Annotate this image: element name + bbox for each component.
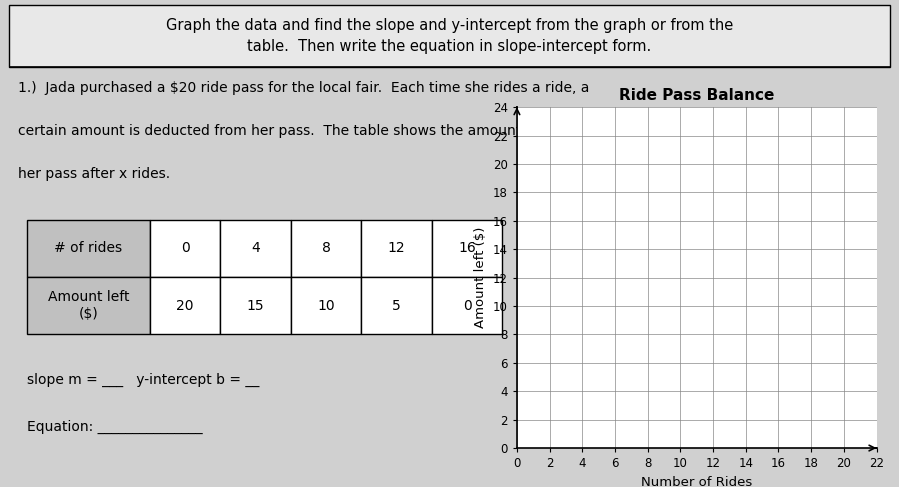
- Text: 16: 16: [458, 241, 476, 255]
- Text: 0: 0: [463, 299, 471, 313]
- FancyBboxPatch shape: [150, 220, 220, 277]
- Text: 1.)  Jada purchased a $20 ride pass for the local fair.  Each time she rides a r: 1.) Jada purchased a $20 ride pass for t…: [18, 81, 589, 95]
- Title: Ride Pass Balance: Ride Pass Balance: [619, 88, 774, 103]
- FancyBboxPatch shape: [220, 277, 291, 334]
- Y-axis label: Amount left ($): Amount left ($): [475, 227, 487, 328]
- Text: 5: 5: [392, 299, 401, 313]
- Text: 20: 20: [176, 299, 194, 313]
- FancyBboxPatch shape: [291, 277, 361, 334]
- Text: certain amount is deducted from her pass.  The table shows the amount, y, left o: certain amount is deducted from her pass…: [18, 124, 591, 138]
- Text: 8: 8: [322, 241, 331, 255]
- FancyBboxPatch shape: [27, 220, 150, 277]
- FancyBboxPatch shape: [150, 277, 220, 334]
- Text: 15: 15: [247, 299, 264, 313]
- FancyBboxPatch shape: [361, 277, 432, 334]
- Text: Graph the data and find the slope and y-intercept from the graph or from the
tab: Graph the data and find the slope and y-…: [166, 18, 733, 54]
- FancyBboxPatch shape: [220, 220, 291, 277]
- Text: Equation: _______________: Equation: _______________: [27, 420, 202, 434]
- Text: 0: 0: [181, 241, 190, 255]
- Text: # of rides: # of rides: [54, 241, 122, 255]
- Text: her pass after x rides.: her pass after x rides.: [18, 167, 170, 181]
- Text: 10: 10: [317, 299, 335, 313]
- FancyBboxPatch shape: [291, 220, 361, 277]
- Text: slope m = ___   y-intercept b = __: slope m = ___ y-intercept b = __: [27, 373, 259, 387]
- Text: 4: 4: [252, 241, 260, 255]
- FancyBboxPatch shape: [361, 220, 432, 277]
- Text: 12: 12: [387, 241, 405, 255]
- FancyBboxPatch shape: [9, 5, 890, 67]
- Text: Amount left
($): Amount left ($): [48, 290, 129, 321]
- X-axis label: Number of Rides: Number of Rides: [641, 476, 752, 487]
- FancyBboxPatch shape: [432, 220, 503, 277]
- FancyBboxPatch shape: [432, 277, 503, 334]
- FancyBboxPatch shape: [27, 277, 150, 334]
